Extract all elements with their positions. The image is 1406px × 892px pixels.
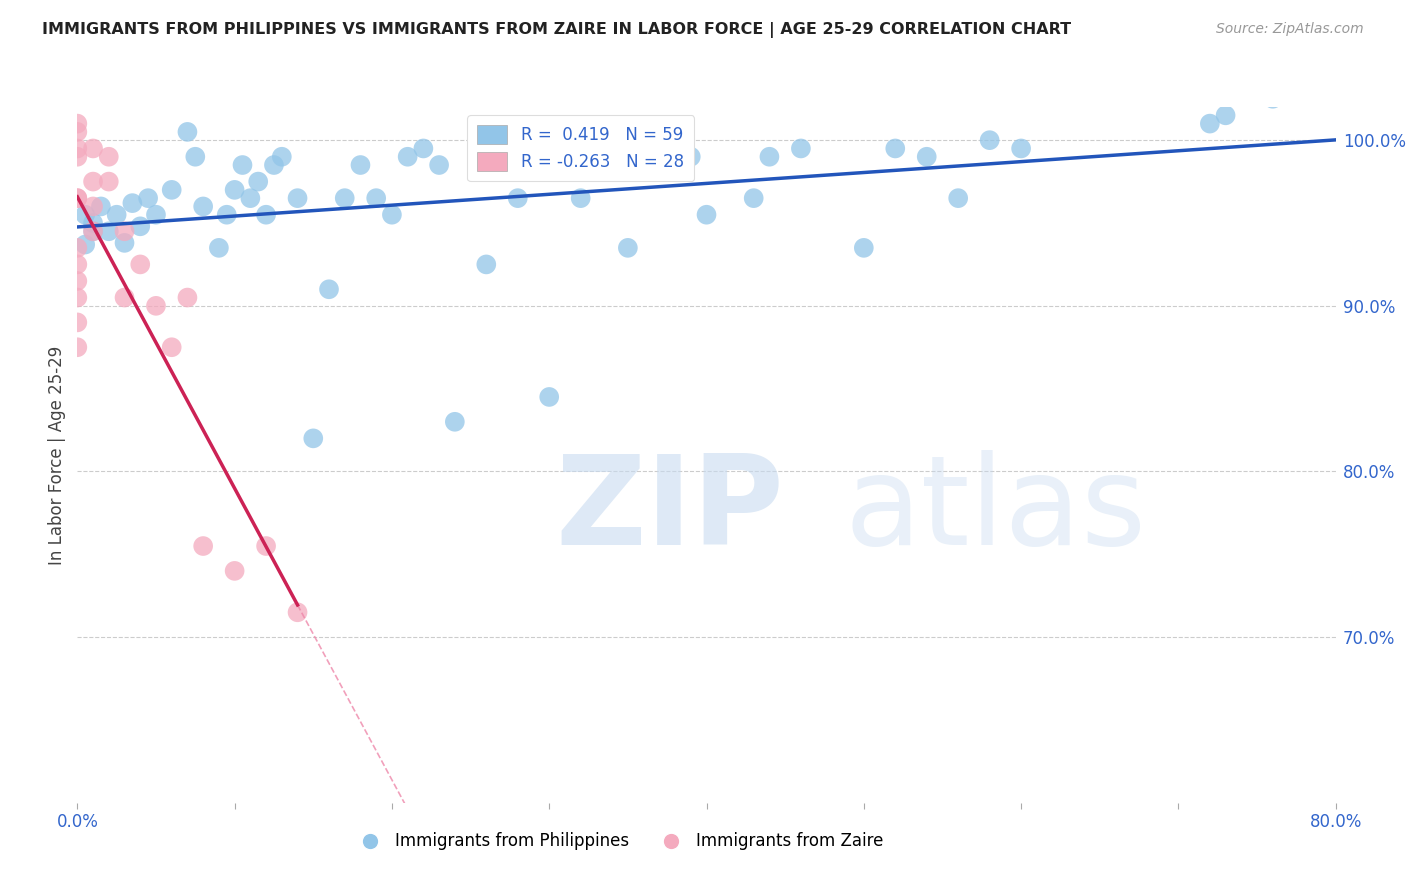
Point [224,183,246,197]
Point [247,175,270,189]
Text: Source: ZipAtlas.com: Source: ZipAtlas.com [1216,22,1364,37]
Point [1261,92,1284,106]
Point [160,183,183,197]
Point [184,150,207,164]
Point [114,291,136,305]
Point [97,150,120,164]
Point [852,241,875,255]
Text: atlas: atlas [845,450,1147,571]
Point [176,291,198,305]
Point [66,241,89,255]
Point [191,199,215,213]
Point [215,208,238,222]
Point [948,191,970,205]
Point [254,539,277,553]
Point [333,191,356,205]
Point [664,158,686,172]
Point [884,141,907,155]
Point [129,219,152,234]
Point [66,150,89,164]
Point [381,208,404,222]
Point [66,340,89,354]
Point [617,241,640,255]
Point [790,141,813,155]
Point [302,431,325,445]
Text: ZIP: ZIP [555,450,785,571]
Point [396,150,419,164]
Point [82,224,104,238]
Legend: Immigrants from Philippines, Immigrants from Zaire: Immigrants from Philippines, Immigrants … [347,826,890,857]
Point [569,191,592,205]
Point [585,141,607,155]
Point [915,150,938,164]
Point [90,199,112,213]
Point [145,299,167,313]
Point [648,141,671,155]
Point [758,150,780,164]
Point [224,564,246,578]
Point [318,282,340,296]
Point [176,125,198,139]
Point [75,208,97,222]
Point [114,224,136,238]
Point [121,196,143,211]
Point [239,191,262,205]
Point [129,257,152,271]
Point [1215,108,1237,122]
Point [679,150,702,164]
Point [208,241,231,255]
Point [979,133,1001,147]
Point [145,208,167,222]
Point [475,257,498,271]
Point [742,191,765,205]
Point [696,208,718,222]
Point [97,224,120,238]
Point [349,158,371,172]
Point [66,291,89,305]
Point [105,208,128,222]
Point [412,141,434,155]
Point [66,274,89,288]
Point [1010,141,1032,155]
Point [97,175,120,189]
Point [191,539,215,553]
Point [82,199,104,213]
Point [136,191,159,205]
Point [82,216,104,230]
Point [82,141,104,155]
Point [66,125,89,139]
Point [66,315,89,329]
Point [633,150,655,164]
Point [160,340,183,354]
Point [75,237,97,252]
Point [66,117,89,131]
Point [1199,117,1222,131]
Point [287,191,309,205]
Point [538,390,561,404]
Point [66,191,89,205]
Point [82,175,104,189]
Point [270,150,292,164]
Point [66,191,89,205]
Text: IMMIGRANTS FROM PHILIPPINES VS IMMIGRANTS FROM ZAIRE IN LABOR FORCE | AGE 25-29 : IMMIGRANTS FROM PHILIPPINES VS IMMIGRANT… [42,22,1071,38]
Point [82,224,104,238]
Y-axis label: In Labor Force | Age 25-29: In Labor Force | Age 25-29 [48,345,66,565]
Point [114,235,136,250]
Point [287,605,309,619]
Point [263,158,285,172]
Point [506,191,529,205]
Point [66,141,89,155]
Point [66,257,89,271]
Point [366,191,388,205]
Point [427,158,450,172]
Point [231,158,253,172]
Point [254,208,277,222]
Point [444,415,467,429]
